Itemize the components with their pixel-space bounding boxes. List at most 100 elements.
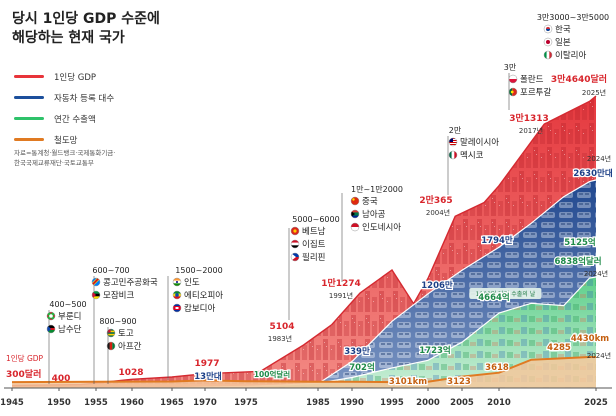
tick-label: 1945	[0, 398, 24, 408]
annotation-country: 이집트	[302, 239, 326, 250]
italy-flag-icon	[543, 50, 553, 60]
china-flag-icon	[350, 196, 360, 206]
legend-label: 자동차 등록 대수	[54, 93, 115, 104]
annotation-range: 600~700	[92, 266, 129, 275]
tick-label: 1975	[234, 398, 258, 408]
annotation-country: 남수단	[58, 324, 82, 335]
legend-label: 1인당 GDP	[54, 72, 97, 83]
annotation-country: 콩고민주공화국	[103, 277, 158, 288]
cars-label: 1794만	[481, 235, 513, 246]
annotation-range: 400~500	[49, 300, 86, 309]
tick-label: 1950	[47, 398, 71, 408]
gdp-label: 1991년	[329, 291, 353, 300]
exports-label: 6838억달러	[554, 256, 601, 267]
tick-label: 1985	[306, 398, 330, 408]
annotation-country: 아프간	[118, 341, 142, 352]
cars-label: 13만대	[194, 371, 222, 382]
legend-swatch	[14, 138, 44, 141]
annotation-range: 2만	[449, 126, 462, 135]
mozambique-flag-icon	[91, 290, 101, 300]
indonesia-flag-icon	[350, 222, 360, 232]
title-line-2: 해당하는 현재 국가	[12, 30, 125, 46]
portugal-flag-icon	[508, 87, 518, 97]
rail-line	[11, 356, 596, 384]
milestone-banner-bg	[469, 288, 542, 299]
annotation-country: 멕시코	[460, 150, 484, 161]
annotation-country: 모잠비크	[103, 290, 134, 301]
annotation-country: 남아공	[362, 209, 386, 220]
legend-item-cars: 자동차 등록 대수	[14, 87, 114, 108]
gdp-label: 1인당 GDP	[6, 353, 44, 363]
tick-label: 1960	[120, 398, 144, 408]
malaysia-flag-icon	[448, 137, 458, 147]
tick-label: 1995	[380, 398, 404, 408]
annotation-country: 한국	[555, 25, 571, 35]
annotation-country: 포르투갈	[520, 88, 551, 98]
exports-label: 1723억	[419, 345, 450, 356]
annotation-range: 1500~2000	[175, 266, 222, 275]
southafrica-flag-icon	[350, 209, 360, 219]
cars-texture	[12, 180, 596, 388]
chart-areas: 1000억 달러 수출의 날	[11, 95, 597, 389]
annotation-country: 캄보디아	[184, 303, 215, 314]
source-note: 자료=통계청·월드뱅크·국제통화기금· 한국국제교류재단·국토교통부	[14, 148, 115, 168]
gdp-label: 3만4640달러	[551, 73, 607, 85]
gdp-label: 1028	[118, 368, 143, 378]
annotation-country: 이탈리아	[555, 50, 586, 61]
philippines-flag-icon	[290, 252, 300, 262]
tick-label: 2000	[416, 398, 440, 408]
gdp-label: 2004년	[426, 208, 450, 217]
annotation-country: 폴란드	[520, 74, 544, 85]
gdp-label: 2017년	[519, 126, 543, 135]
annotation-country: 토고	[118, 329, 134, 339]
exports-label: 5125억	[564, 237, 595, 248]
data-labels: 1인당 GDP 300달러 400 1028 1977 5104 1983년 1만1274 19…	[6, 73, 614, 388]
gdp-label: 2만365	[419, 194, 452, 206]
annotation-range: 1만~1만2000	[351, 185, 403, 194]
legend-item-gdp: 1인당 GDP	[14, 66, 114, 87]
rail-label: 2024년	[587, 351, 611, 360]
cars-label: 2630만대	[573, 168, 612, 179]
tick-label: 1990	[340, 398, 364, 408]
annotation-country: 필리핀	[302, 252, 325, 263]
annotation-range: 800~900	[99, 317, 136, 326]
gdp-label: 2025년	[582, 88, 606, 97]
legend-label: 연간 수출액	[54, 114, 96, 125]
rail-label: 3123	[447, 377, 471, 387]
exports-texture	[12, 277, 596, 388]
tick-label: 2025	[584, 398, 608, 408]
tick-label: 2010	[487, 398, 511, 408]
annotation-country: 일본	[555, 38, 571, 48]
legend-label: 철도망	[54, 135, 78, 146]
southsudan-flag-icon	[46, 324, 56, 334]
annotation-country: 인도네시아	[362, 222, 401, 233]
cars-label: 339만	[344, 346, 370, 357]
exports-label: 702억	[349, 362, 375, 373]
tick-label: 2005	[450, 398, 474, 408]
rail-label: 3618	[485, 363, 509, 373]
annotation-range: 3만	[504, 63, 517, 72]
gdp-line	[11, 95, 597, 387]
egypt-flag-icon	[290, 239, 300, 249]
exports-label: 2024년	[584, 269, 608, 278]
burundi-flag-icon	[46, 311, 56, 321]
legend-item-rail: 철도망	[14, 129, 114, 150]
gdp-label: 1977	[194, 359, 219, 369]
annotation-country: 말레이시아	[460, 137, 499, 148]
rail-label: 4285	[547, 343, 571, 353]
gdp-label: 1983년	[268, 334, 292, 343]
source-line-1: 자료=통계청·월드뱅크·국제통화기금·	[14, 149, 116, 157]
annotation-country: 베트남	[302, 227, 326, 237]
gdp-label: 5104	[269, 322, 294, 332]
annotation-country: 인도	[184, 277, 200, 288]
cars-label: 1206만	[421, 280, 453, 291]
source-line-2: 한국국제교류재단·국토교통부	[14, 159, 94, 167]
